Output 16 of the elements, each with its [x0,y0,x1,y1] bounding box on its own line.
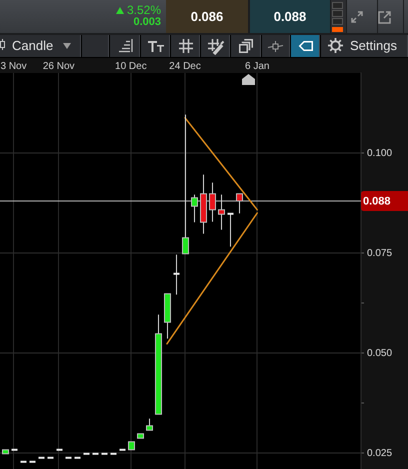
x-tick-label: 24 Dec [169,60,201,72]
x-tick-label: 6 Jan [244,60,270,72]
text: 0.003 [133,16,161,29]
y-tick-label: 0.075 [367,248,392,259]
text: Settings [350,38,397,53]
text: 3.52% [126,3,161,17]
text: 0.086 [190,9,224,24]
y-tick-label: 0.025 [367,448,392,459]
x-tick-label: 26 Nov [42,60,75,72]
y-tick-label: 0.050 [367,348,392,359]
y-tick-label: 0.100 [367,148,392,159]
x-tick-label: 10 Dec [115,60,147,72]
ref-line-label: 0.088 [363,196,391,208]
text: Candle [12,38,54,53]
x-tick-label: 3 Nov [0,60,27,72]
text: 0.088 [272,9,308,24]
